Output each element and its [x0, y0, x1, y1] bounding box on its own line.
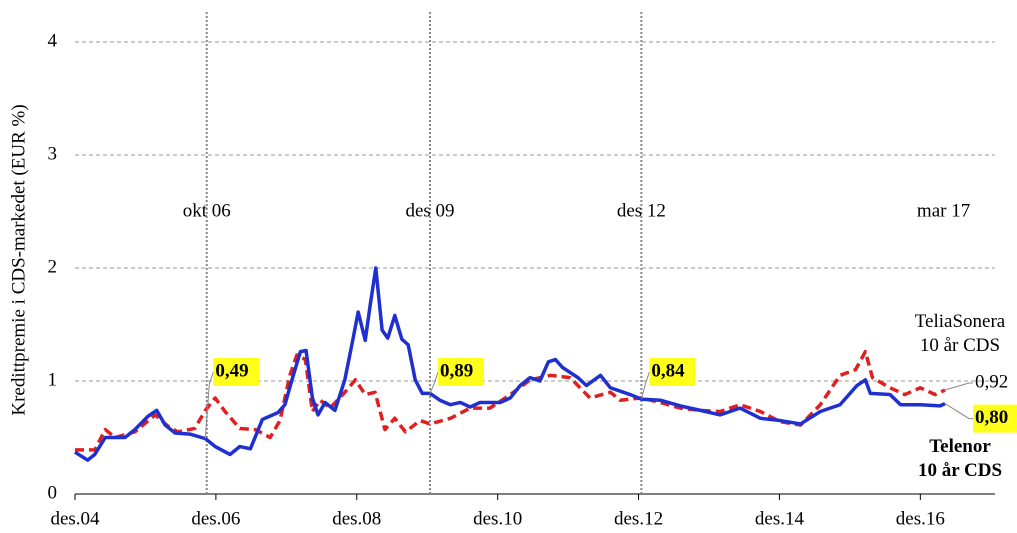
y-tick-label: 0 — [48, 482, 58, 503]
y-tick-label: 4 — [48, 30, 58, 51]
data-label: 0,49 — [215, 360, 248, 381]
event-label: des 12 — [617, 200, 666, 221]
legend-label: TeliaSonera 10 år CDS — [915, 311, 1006, 356]
x-tick-label: des.16 — [896, 508, 945, 529]
label-leader — [944, 382, 973, 391]
series-line — [74, 266, 946, 462]
data-label: 0,92 — [975, 371, 1008, 392]
data-label: 0,89 — [440, 360, 473, 381]
event-label: okt 06 — [183, 200, 231, 221]
legend-label: Telenor 10 år CDS — [918, 436, 1002, 481]
x-tick-label: des.04 — [50, 508, 100, 529]
label-background — [438, 358, 485, 386]
label-background — [972, 404, 1017, 433]
y-tick-label: 2 — [48, 256, 58, 277]
label-background — [213, 358, 260, 386]
x-tick-label: des.12 — [614, 508, 663, 529]
label-leader — [429, 371, 439, 394]
event-label: des 09 — [405, 200, 454, 221]
x-tick-label: des.10 — [473, 508, 522, 529]
data-label: 0,80 — [975, 407, 1008, 428]
y-tick-label: 1 — [48, 369, 58, 390]
y-axis-label: Kredittpremie i CDS-markedet (EUR %) — [8, 104, 29, 415]
label-leader — [944, 403, 973, 420]
event-label: mar 17 — [917, 200, 970, 221]
series-line — [75, 349, 946, 452]
y-tick-label: 3 — [48, 143, 58, 164]
label-leader — [640, 371, 650, 400]
x-tick-label: des.08 — [332, 508, 381, 529]
x-tick-label: des.14 — [755, 508, 805, 529]
x-tick-label: des.06 — [191, 508, 240, 529]
data-label: 0,84 — [651, 360, 685, 381]
label-background — [649, 358, 696, 386]
label-leader — [204, 371, 214, 439]
